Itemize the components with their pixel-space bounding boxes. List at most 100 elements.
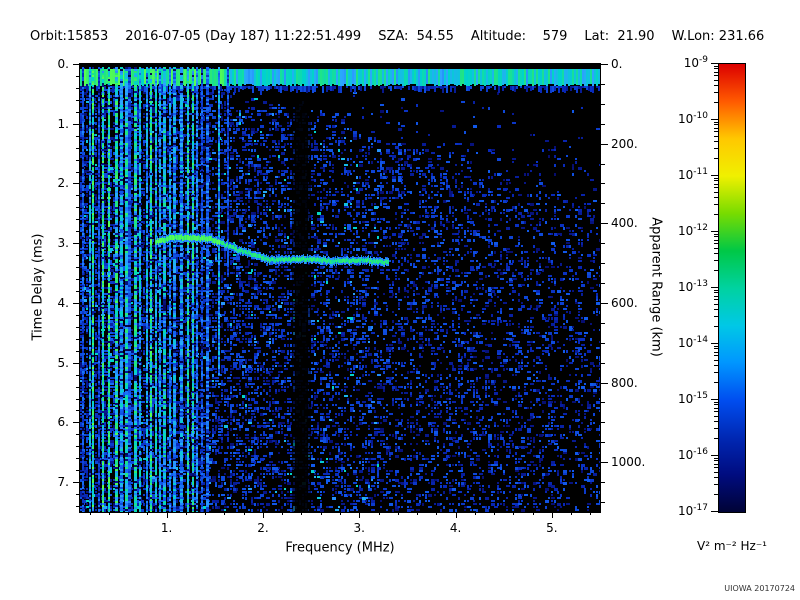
colorbar-minor-tick	[714, 348, 718, 350]
range-axis-minor-tick	[601, 263, 605, 265]
colorbar-tick	[711, 511, 718, 512]
colorbar-minor-tick	[714, 158, 718, 160]
y-axis-minor-tick	[76, 111, 80, 113]
colorbar-tick	[711, 399, 718, 400]
colorbar-minor-tick	[714, 68, 718, 70]
y-axis-tick-label: 0.	[57, 57, 69, 71]
colorbar-minor-tick	[714, 467, 718, 469]
colorbar-minor-tick	[714, 270, 718, 272]
y-axis-minor-tick	[76, 470, 80, 472]
colorbar-minor-tick	[714, 359, 718, 361]
x-axis-minor-tick	[147, 512, 149, 515]
colorbar-minor-tick	[714, 239, 718, 241]
x-axis-minor-tick	[532, 512, 534, 515]
colorbar-tick-label: 10-14	[678, 335, 708, 350]
colorbar-minor-tick	[714, 351, 718, 353]
colorbar-tick	[711, 343, 718, 344]
colorbar-minor-tick	[714, 253, 718, 255]
header-sza: SZA: 54.55	[378, 29, 454, 44]
y-axis-tick	[73, 64, 80, 65]
colorbar-minor-tick	[714, 484, 718, 486]
y-axis-minor-tick	[76, 147, 80, 149]
x-axis-tick-label: 2.	[257, 521, 269, 535]
y-axis-minor-tick	[76, 195, 80, 197]
colorbar-tick	[711, 119, 718, 120]
colorbar-minor-tick	[714, 372, 718, 374]
y-axis-minor-tick	[76, 207, 80, 209]
x-axis-tick	[359, 512, 361, 518]
y-axis-minor-tick	[76, 350, 80, 352]
x-axis-minor-tick	[417, 512, 419, 515]
y-axis-tick-label: 5.	[57, 355, 69, 370]
range-axis-tick	[601, 462, 608, 464]
y-axis-tick-label: 6.	[57, 415, 69, 430]
colorbar-minor-tick	[714, 191, 718, 193]
x-axis-tick	[262, 512, 264, 518]
y-axis-minor-tick	[76, 386, 80, 388]
colorbar-tick-label: 10-13	[678, 279, 708, 294]
colorbar-minor-tick	[714, 309, 718, 311]
colorbar-minor-tick	[714, 365, 718, 367]
range-axis-tick-label: 600.	[611, 295, 638, 310]
x-axis-minor-tick	[128, 512, 130, 515]
range-axis-tick	[601, 143, 608, 145]
colorbar-tick-label: 10-9	[683, 55, 708, 70]
colorbar-minor-tick	[714, 463, 718, 465]
colorbar-tick-label: 10-15	[678, 391, 708, 406]
y-axis-minor-tick	[76, 290, 80, 292]
x-axis-minor-tick	[89, 512, 91, 515]
x-axis-minor-tick	[474, 512, 476, 515]
y-axis-tick-label: 1.	[57, 116, 69, 131]
colorbar-tick-label: 10-10	[678, 111, 708, 126]
y-axis-minor-tick	[76, 410, 80, 412]
y-axis-minor-tick	[76, 87, 80, 89]
range-axis-minor-tick	[601, 203, 605, 205]
y-axis-minor-tick	[76, 159, 80, 161]
range-axis-tick-label: 400.	[611, 216, 638, 231]
range-axis-minor-tick	[601, 362, 605, 364]
y-axis-minor-tick	[76, 398, 80, 400]
colorbar-minor-tick	[714, 345, 718, 347]
y-axis-minor-tick	[76, 446, 80, 448]
x-axis-minor-tick	[224, 512, 226, 515]
colorbar	[718, 63, 746, 513]
colorbar-minor-tick	[714, 180, 718, 182]
y-axis-minor-tick	[76, 231, 80, 233]
colorbar-minor-tick	[714, 260, 718, 262]
colorbar-minor-tick	[714, 121, 718, 123]
colorbar-minor-tick	[714, 187, 718, 189]
colorbar-tick	[711, 63, 718, 64]
colorbar-minor-tick	[714, 135, 718, 137]
range-axis-minor-tick	[601, 482, 605, 484]
y-axis-minor-tick	[76, 171, 80, 173]
y-axis-tick	[73, 123, 80, 125]
x-axis-minor-tick	[397, 512, 399, 515]
colorbar-minor-tick	[714, 141, 718, 143]
x-axis-tick	[166, 512, 168, 518]
x-axis-minor-tick	[590, 512, 592, 515]
colorbar-tick-label: 10-11	[678, 167, 708, 182]
colorbar-minor-tick	[714, 303, 718, 305]
y-axis-tick-label: 2.	[57, 176, 69, 191]
x-axis-minor-tick	[243, 512, 245, 515]
colorbar-minor-tick	[714, 214, 718, 216]
colorbar-minor-tick	[714, 148, 718, 150]
colorbar-minor-tick	[714, 92, 718, 94]
colorbar-minor-tick	[714, 127, 718, 129]
y-axis-minor-tick	[76, 255, 80, 257]
x-axis-minor-tick	[571, 512, 573, 515]
colorbar-tick-label: 10-12	[678, 223, 708, 238]
range-axis-minor-tick	[601, 183, 605, 185]
colorbar-minor-tick	[714, 477, 718, 479]
header-altitude: Altitude: 579	[470, 29, 568, 44]
colorbar-minor-tick	[714, 177, 718, 179]
colorbar-minor-tick	[714, 204, 718, 206]
x-axis-tick	[455, 512, 457, 518]
colorbar-minor-tick	[714, 421, 718, 423]
x-axis-label: Frequency (MHz)	[285, 540, 395, 556]
y-axis-tick	[73, 183, 80, 185]
colorbar-minor-tick	[714, 316, 718, 318]
colorbar-minor-tick	[714, 85, 718, 87]
x-axis-tick-label: 5.	[546, 521, 558, 535]
range-axis-minor-tick	[601, 243, 605, 245]
